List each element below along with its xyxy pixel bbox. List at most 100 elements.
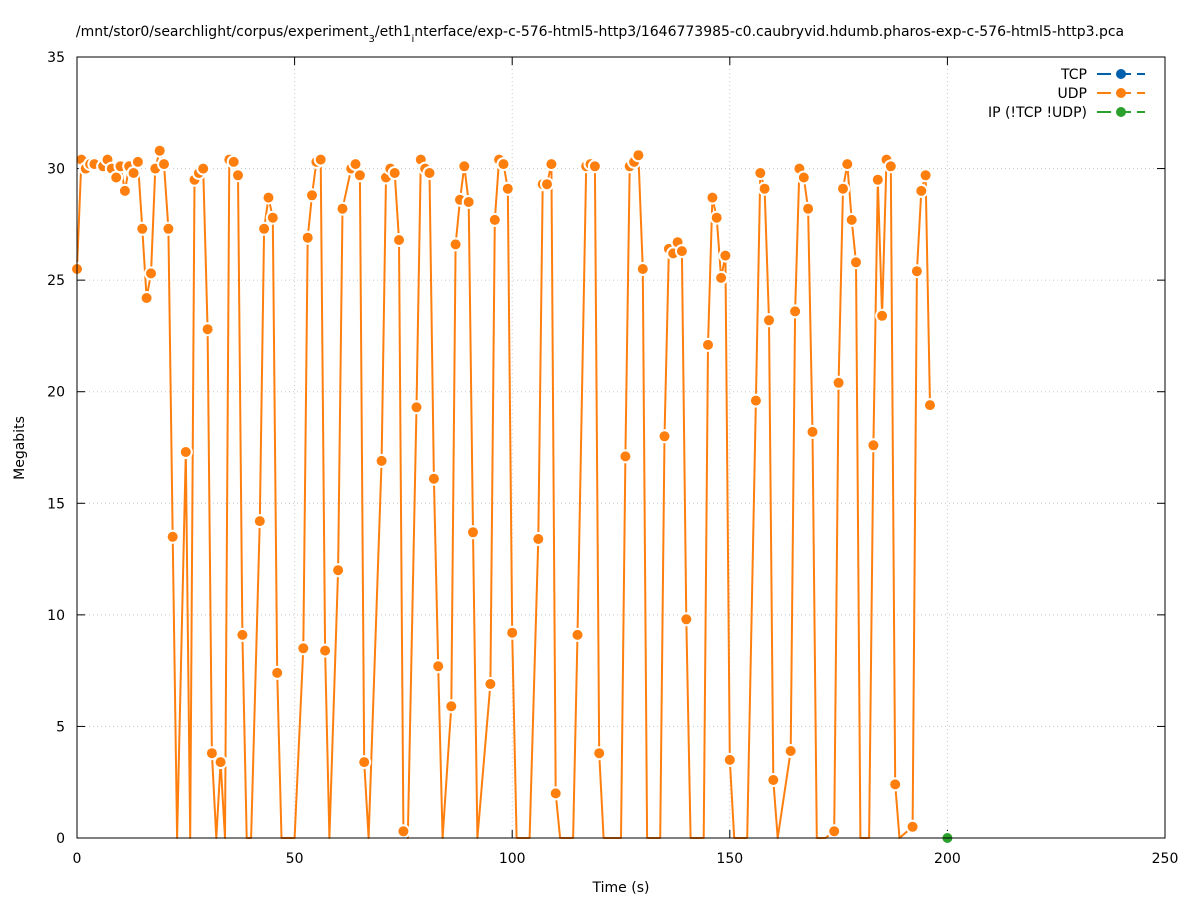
data-point bbox=[302, 232, 313, 243]
data-point bbox=[868, 440, 879, 451]
y-tick-label: 15 bbox=[47, 496, 65, 512]
data-point bbox=[846, 214, 857, 225]
data-point bbox=[659, 431, 670, 442]
data-point bbox=[459, 161, 470, 172]
data-point bbox=[428, 473, 439, 484]
data-point bbox=[359, 757, 370, 768]
data-point bbox=[389, 168, 400, 178]
data-point bbox=[681, 614, 692, 625]
y-tick-label: 0 bbox=[56, 831, 65, 847]
series-line bbox=[76, 149, 931, 839]
data-point bbox=[198, 163, 209, 174]
x-tick-label: 250 bbox=[1152, 851, 1179, 867]
legend: TCP UDP IP (!TCP !UDP) bbox=[988, 67, 1145, 121]
data-point bbox=[215, 757, 226, 768]
data-point bbox=[785, 746, 796, 756]
data-point bbox=[790, 306, 801, 317]
chart-title: /mnt/stor0/searchlight/corpus/experiment… bbox=[76, 24, 1124, 45]
data-point bbox=[446, 701, 457, 712]
data-point bbox=[759, 183, 770, 194]
data-point bbox=[354, 170, 365, 181]
data-point bbox=[507, 627, 518, 638]
data-point bbox=[433, 661, 444, 672]
y-tick-label: 5 bbox=[56, 719, 65, 735]
grid bbox=[77, 57, 1165, 838]
data-point bbox=[546, 159, 557, 170]
data-point bbox=[254, 516, 265, 527]
data-point bbox=[450, 239, 461, 250]
data-point bbox=[707, 192, 718, 203]
data-point bbox=[141, 293, 152, 303]
data-point bbox=[502, 183, 513, 194]
data-point bbox=[333, 565, 344, 576]
data-point bbox=[376, 455, 387, 466]
y-tick-label: 10 bbox=[47, 608, 65, 624]
data-point bbox=[137, 223, 148, 234]
data-point bbox=[768, 775, 779, 785]
data-point bbox=[237, 629, 248, 640]
data-point bbox=[542, 179, 552, 190]
y-tick-label: 35 bbox=[47, 50, 65, 66]
data-point bbox=[498, 159, 509, 170]
data-point bbox=[146, 268, 156, 279]
data-point bbox=[920, 170, 931, 181]
data-point bbox=[724, 754, 735, 765]
data-point bbox=[233, 170, 243, 181]
data-point bbox=[468, 527, 478, 538]
y-axis-title: Megabits bbox=[12, 416, 28, 480]
data-point bbox=[885, 161, 896, 172]
x-axis-title: Time (s) bbox=[592, 880, 650, 896]
data-point bbox=[637, 264, 648, 274]
data-point bbox=[872, 174, 883, 185]
data-point bbox=[463, 197, 474, 207]
data-point bbox=[633, 150, 644, 161]
data-point bbox=[111, 172, 122, 183]
data-point bbox=[550, 788, 561, 799]
data-point bbox=[807, 426, 818, 437]
x-tick-label: 100 bbox=[499, 851, 526, 867]
data-point bbox=[489, 214, 500, 225]
data-point bbox=[485, 679, 496, 689]
legend-marker bbox=[1116, 69, 1126, 79]
data-point bbox=[424, 168, 435, 178]
legend-label: TCP bbox=[1060, 67, 1087, 83]
y-tick-label: 20 bbox=[47, 385, 65, 401]
data-point bbox=[167, 531, 178, 542]
data-point bbox=[263, 192, 274, 203]
data-point bbox=[711, 212, 722, 223]
y-tick-label: 30 bbox=[47, 162, 65, 178]
data-point bbox=[907, 821, 918, 832]
data-point bbox=[916, 185, 927, 196]
data-point bbox=[676, 246, 687, 257]
data-point bbox=[755, 168, 766, 178]
data-point bbox=[267, 212, 278, 223]
data-point bbox=[851, 257, 861, 268]
x-tick-label: 150 bbox=[716, 851, 743, 867]
data-point bbox=[350, 159, 361, 170]
legend-label: IP (!TCP !UDP) bbox=[988, 105, 1087, 121]
data-point bbox=[829, 826, 840, 837]
data-point bbox=[925, 400, 935, 411]
data-point bbox=[877, 310, 888, 321]
data-point bbox=[337, 203, 348, 214]
data-point bbox=[398, 826, 409, 837]
data-point bbox=[128, 168, 139, 178]
x-tick-label: 0 bbox=[73, 851, 82, 867]
data-point bbox=[159, 159, 169, 170]
data-point bbox=[154, 145, 165, 156]
data-point bbox=[572, 629, 583, 640]
data-point bbox=[272, 667, 283, 678]
data-point bbox=[315, 154, 326, 165]
data-point bbox=[803, 203, 814, 214]
data-point bbox=[589, 161, 600, 172]
data-point bbox=[533, 534, 544, 544]
data-point bbox=[620, 451, 631, 462]
legend-marker bbox=[1116, 107, 1126, 117]
data-point bbox=[228, 156, 239, 167]
data-point bbox=[202, 324, 213, 335]
x-tick-label: 50 bbox=[286, 851, 304, 867]
data-point bbox=[911, 266, 922, 277]
data-point bbox=[594, 748, 605, 759]
data-point bbox=[411, 402, 422, 413]
data-point bbox=[833, 377, 844, 388]
